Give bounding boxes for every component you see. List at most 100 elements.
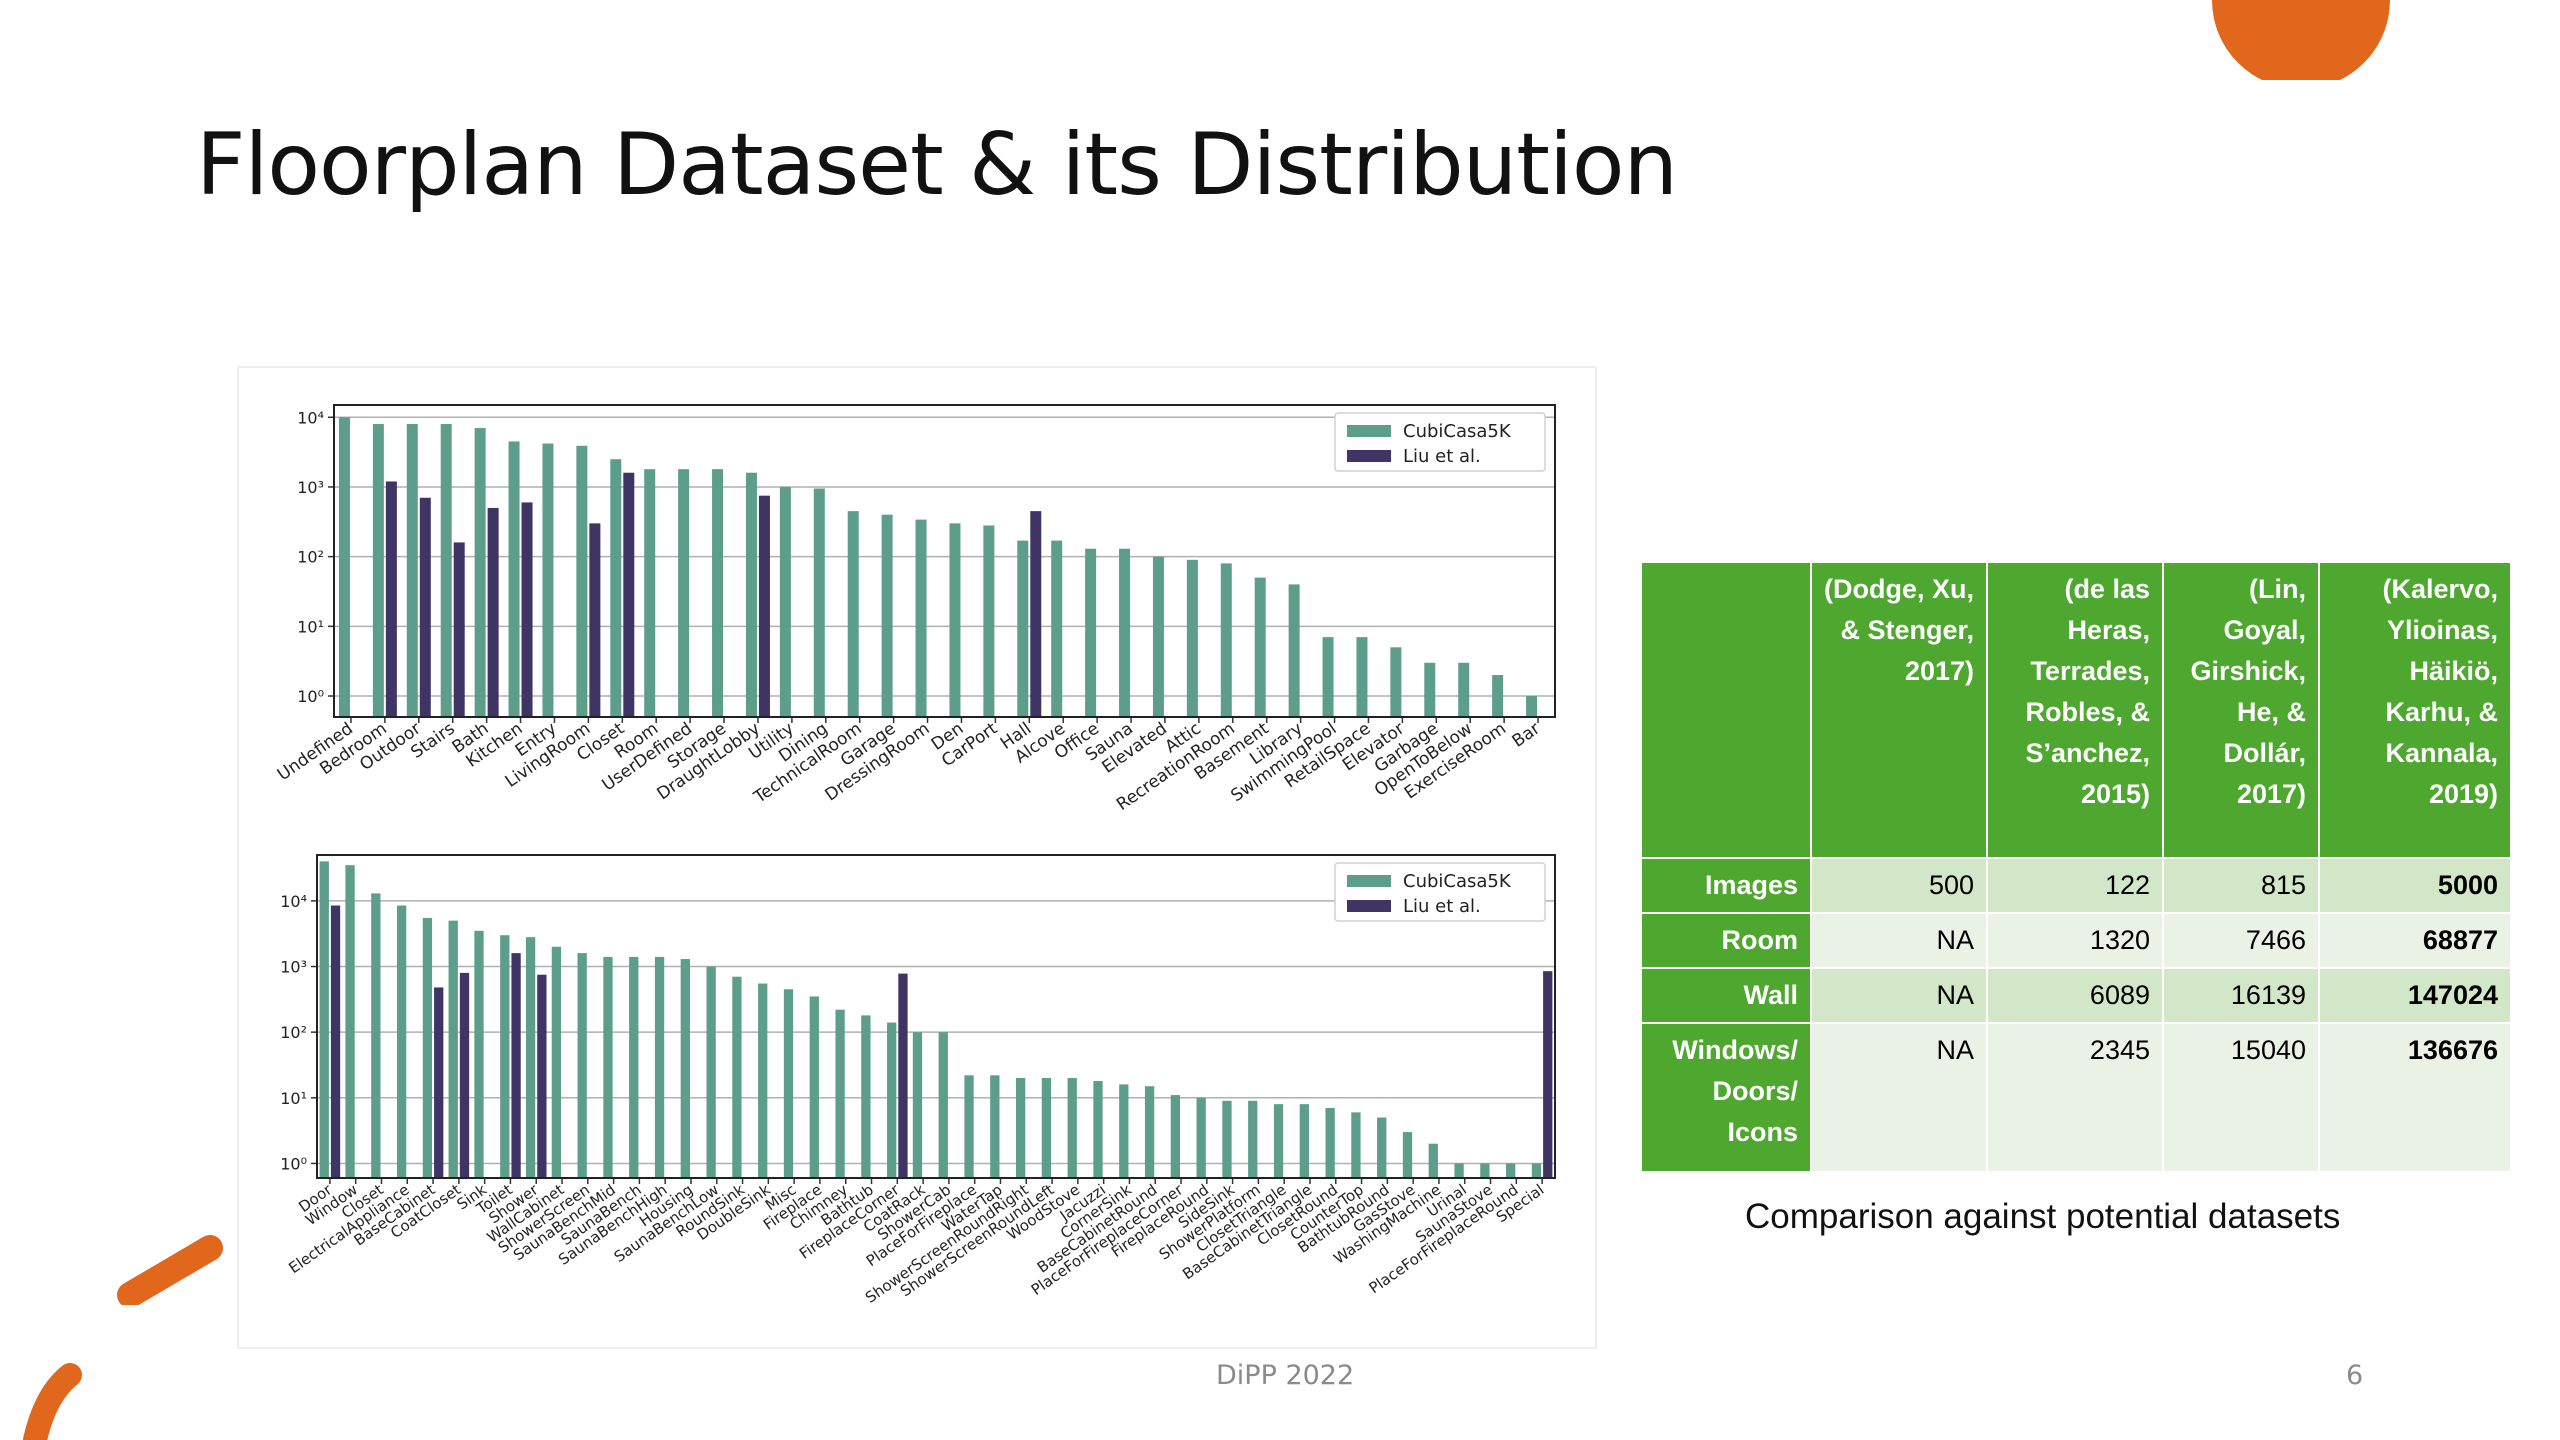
bar-cubicasa5k <box>603 956 613 1178</box>
bar-cubicasa5k <box>1377 1117 1387 1178</box>
bar-cubicasa5k <box>712 469 724 717</box>
plot-frame <box>333 404 1556 718</box>
table-cell: 1320 <box>1986 912 2164 969</box>
legend-label: Liu et al. <box>1403 896 1481 917</box>
row-label: Room <box>1640 912 1812 969</box>
bar-cubicasa5k <box>1492 675 1504 717</box>
y-tick-label: 10⁴ <box>297 408 324 427</box>
bar-cubicasa5k <box>779 486 791 717</box>
bar-cubicasa5k <box>525 937 536 1178</box>
bar-cubicasa5k <box>396 905 407 1178</box>
bar-cubicasa5k <box>1254 577 1266 717</box>
y-tick-label: 10² <box>297 548 324 567</box>
legend-swatch <box>1347 425 1391 437</box>
bar-cubicasa5k <box>783 989 794 1178</box>
row-label: Images <box>1640 857 1812 914</box>
bar-cubicasa5k <box>1222 1100 1232 1178</box>
bar-cubicasa5k <box>371 893 381 1178</box>
bar-cubicasa5k <box>1144 1086 1155 1178</box>
bar-liu <box>589 523 601 717</box>
table-row: Wall NA 6089 16139 147024 <box>1640 967 2512 1024</box>
bar-cubicasa5k <box>1480 1163 1490 1178</box>
table-cell: 6089 <box>1986 967 2164 1024</box>
bar-cubicasa5k <box>372 424 384 717</box>
bar-cubicasa5k <box>1299 1104 1309 1178</box>
bar-cubicasa5k <box>1170 1095 1181 1178</box>
bar-cubicasa5k <box>1428 1143 1438 1178</box>
bar-cubicasa5k <box>1119 548 1131 717</box>
bar-cubicasa5k <box>576 445 588 717</box>
bar-cubicasa5k <box>1152 556 1164 717</box>
comparison-table: (Dodge, Xu, & Stenger, 2017) (de las Her… <box>1640 561 2512 1173</box>
y-tick-label: 10⁴ <box>280 892 307 911</box>
table-cell: 16139 <box>2162 967 2320 1024</box>
table-header-row: (Dodge, Xu, & Stenger, 2017) (de las Her… <box>1640 561 2512 859</box>
bar-cubicasa5k <box>881 514 893 717</box>
legend-swatch <box>1347 900 1391 912</box>
bar-liu <box>419 497 431 717</box>
bar-liu <box>459 972 470 1178</box>
bar-cubicasa5k <box>1390 647 1402 717</box>
y-tick-label: 10¹ <box>297 617 324 636</box>
bar-cubicasa5k <box>1322 637 1334 717</box>
bar-cubicasa5k <box>508 441 520 717</box>
table-cell: NA <box>1810 1022 1988 1173</box>
table-row: Room NA 1320 7466 68877 <box>1640 912 2512 969</box>
y-tick-label: 10⁰ <box>297 687 324 706</box>
bar-cubicasa5k <box>1273 1104 1284 1178</box>
row-label: Windows/ Doors/ Icons <box>1640 1022 1812 1173</box>
bar-cubicasa5k <box>422 917 433 1178</box>
table-cell: NA <box>1810 912 1988 969</box>
bar-cubicasa5k <box>1506 1163 1516 1178</box>
bar-cubicasa5k <box>1424 662 1436 717</box>
table-row: Images 500 122 815 5000 <box>1640 857 2512 914</box>
bar-cubicasa5k <box>1356 637 1368 717</box>
bar-cubicasa5k <box>861 1015 871 1178</box>
bar-cubicasa5k <box>745 472 757 717</box>
bar-cubicasa5k <box>949 523 961 717</box>
bar-cubicasa5k <box>758 983 768 1178</box>
bar-cubicasa5k <box>678 469 690 717</box>
table-cell: 147024 <box>2318 967 2512 1024</box>
bar-cubicasa5k <box>912 1032 923 1178</box>
bar-liu <box>511 953 521 1178</box>
y-tick-label: 10³ <box>280 958 307 977</box>
bar-liu <box>487 507 499 717</box>
table-cell: 815 <box>2162 857 2320 914</box>
bar-cubicasa5k <box>542 443 554 717</box>
bar-cubicasa5k <box>1325 1107 1335 1178</box>
bar-cubicasa5k <box>1196 1097 1206 1178</box>
bar-liu <box>898 973 908 1178</box>
bar-liu <box>758 495 770 717</box>
bar-cubicasa5k <box>1351 1112 1361 1178</box>
table-cell: 2345 <box>1986 1022 2164 1173</box>
table-header-delasheras: (de las Heras, Terrades, Robles, & S’anc… <box>1986 561 2164 859</box>
y-tick-label: 10³ <box>297 478 324 497</box>
bar-cubicasa5k <box>654 956 665 1178</box>
bar-liu <box>453 542 465 717</box>
bar-cubicasa5k <box>1017 540 1029 717</box>
bar-cubicasa5k <box>809 996 819 1178</box>
table-header-kalervo: (Kalervo, Ylioinas, Häikiö, Karhu, & Kan… <box>2318 561 2512 859</box>
table-header-dodge: (Dodge, Xu, & Stenger, 2017) <box>1810 561 1988 859</box>
bar-cubicasa5k <box>983 525 995 717</box>
chart-card: 10⁰ 10¹ 10² 10³ 10⁴ Undefined Bedroom Outdoor St… <box>237 366 1597 1349</box>
table-row: Windows/ Doors/ Icons NA 2345 15040 1366… <box>1640 1022 2512 1173</box>
table-caption: Comparison against potential datasets <box>1745 1197 2341 1236</box>
footer-text: DiPP 2022 <box>1216 1360 1355 1391</box>
bar-cubicasa5k <box>847 511 859 717</box>
x-tick-label: Bar <box>1509 719 1544 752</box>
bar-cubicasa5k <box>1402 1132 1413 1178</box>
table-cell: 5000 <box>2318 857 2512 914</box>
y-tick-label: 10⁰ <box>280 1154 307 1173</box>
bar-liu <box>521 502 533 717</box>
legend-label: CubiCasa5K <box>1403 421 1512 442</box>
bar-liu <box>1543 971 1553 1178</box>
plot-frame <box>316 854 1556 1179</box>
table-cell: 7466 <box>2162 912 2320 969</box>
orange-arc-decoration <box>23 1363 82 1440</box>
row-label: Wall <box>1640 967 1812 1024</box>
y-tick-label: 10¹ <box>280 1089 307 1108</box>
bar-cubicasa5k <box>551 946 562 1178</box>
bar-cubicasa5k <box>1454 1163 1464 1178</box>
